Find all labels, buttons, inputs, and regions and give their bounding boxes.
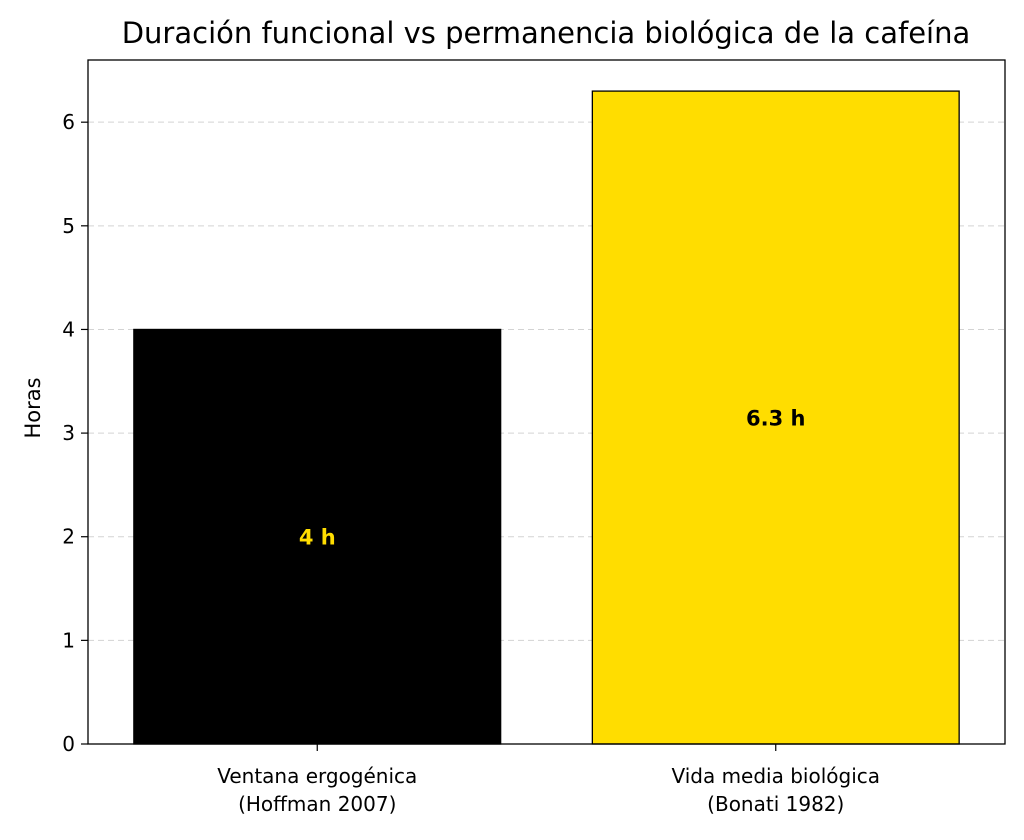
y-tick-label: 2 [62, 525, 75, 549]
plot-frame [87, 59, 1006, 745]
x-axis-ticks: Ventana ergogénica (Hoffman 2007) Vida med… [217, 744, 880, 816]
x-tick-label: Vida media biológica [671, 764, 880, 788]
y-tick-label: 0 [62, 732, 75, 756]
bar-0 [133, 328, 502, 745]
data-labels: 4 h 6.3 h [299, 407, 806, 550]
x-tick-label: Ventana ergogénica [217, 764, 417, 788]
data-label-0: 4 h [299, 526, 336, 550]
y-tick-label: 6 [62, 110, 75, 134]
y-tick-label: 1 [62, 628, 75, 652]
y-tick-label: 5 [62, 214, 75, 238]
data-label-1: 6.3 h [746, 407, 805, 431]
chart-title: Duración funcional vs permanencia biológ… [122, 16, 971, 50]
y-tick-label: 4 [62, 317, 75, 341]
y-tick-label: 3 [62, 421, 75, 445]
x-tick-label: (Bonati 1982) [707, 792, 844, 816]
bars [133, 90, 960, 745]
y-axis-ticks: 0 1 2 3 4 5 6 [62, 110, 88, 756]
x-tick-label: (Hoffman 2007) [238, 792, 396, 816]
y-axis-label: Horas [21, 377, 45, 438]
